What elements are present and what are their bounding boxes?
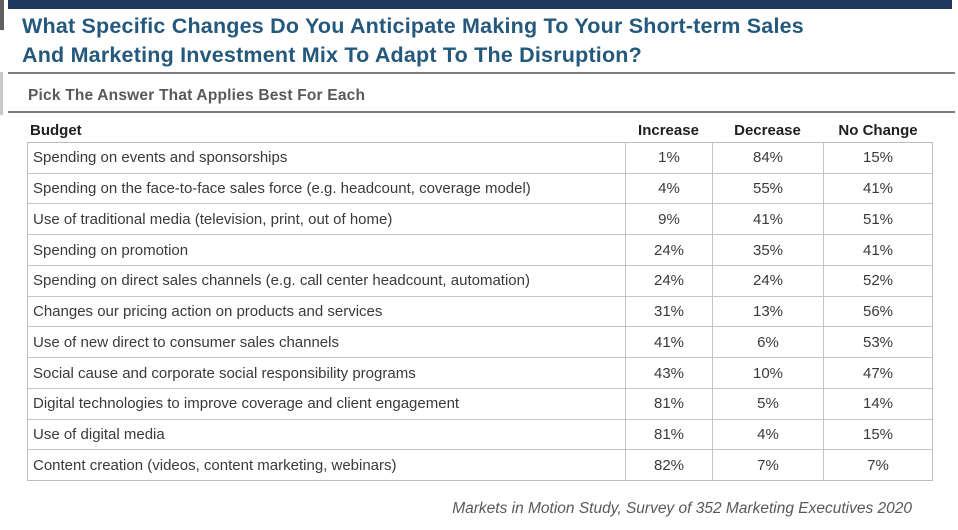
increase-cell: 4% — [625, 173, 712, 204]
no-change-cell: 7% — [823, 450, 932, 481]
column-header-no-change: No Change — [838, 121, 918, 139]
decrease-cell: 24% — [712, 265, 823, 296]
left-edge-artifact-dark — [0, 0, 4, 30]
table-row: Use of new direct to consumer sales chan… — [28, 326, 932, 358]
table-row: Social cause and corporate social respon… — [28, 357, 932, 388]
table-row: Spending on the face-to-face sales force… — [28, 172, 932, 204]
no-change-cell: 14% — [823, 388, 932, 419]
no-change-cell: 41% — [823, 173, 932, 204]
increase-cell: 24% — [625, 235, 712, 265]
increase-cell: 43% — [625, 358, 712, 388]
decrease-cell: 5% — [712, 388, 823, 419]
column-header-increase: Increase — [638, 121, 699, 139]
increase-cell: 81% — [625, 388, 712, 419]
decrease-cell: 7% — [712, 450, 823, 481]
subtitle-divider — [8, 111, 955, 113]
source-citation: Markets in Motion Study, Survey of 352 M… — [452, 500, 912, 517]
table-row: Digital technologies to improve coverage… — [28, 387, 932, 419]
table-row: Spending on promotion 24% 35% 41% — [28, 234, 932, 265]
increase-cell: 41% — [625, 327, 712, 358]
increase-cell: 1% — [625, 143, 712, 173]
budget-cell: Spending on direct sales channels (e.g. … — [33, 272, 530, 290]
decrease-cell: 35% — [712, 235, 823, 265]
table-body: Spending on events and sponsorships 1% 84%… — [27, 142, 933, 481]
budget-cell: Digital technologies to improve coverage… — [33, 395, 460, 413]
decrease-cell: 10% — [712, 358, 823, 388]
table-row: Content creation (videos, content market… — [28, 449, 932, 481]
budget-cell: Spending on the face-to-face sales force… — [33, 180, 531, 198]
no-change-cell: 56% — [823, 296, 932, 327]
decrease-cell: 41% — [712, 204, 823, 235]
increase-cell: 82% — [625, 450, 712, 481]
increase-cell: 24% — [625, 265, 712, 296]
table-subtitle: Pick The Answer That Applies Best For Ea… — [28, 87, 366, 104]
table-row: Spending on events and sponsorships 1% 84%… — [28, 143, 932, 173]
budget-cell: Content creation (videos, content market… — [33, 456, 397, 474]
no-change-cell: 47% — [823, 358, 932, 388]
page-title-line-1: What Specific Changes Do You Anticipate … — [22, 14, 804, 38]
table-row: Use of traditional media (television, pr… — [28, 203, 932, 235]
left-edge-artifact-light — [0, 72, 3, 115]
table-row: Use of digital media 81% 4% 15% — [28, 418, 932, 450]
budget-cell: Spending on promotion — [33, 241, 189, 259]
budget-cell: Changes our pricing action on products a… — [33, 303, 383, 321]
page-title-line-2: And Marketing Investment Mix To Adapt To… — [22, 43, 642, 67]
table-row: Changes our pricing action on products a… — [28, 295, 932, 327]
increase-cell: 81% — [625, 419, 712, 450]
decrease-cell: 84% — [712, 143, 823, 173]
no-change-cell: 41% — [823, 235, 932, 265]
decrease-cell: 6% — [712, 327, 823, 358]
budget-cell: Use of digital media — [33, 425, 165, 443]
increase-cell: 9% — [625, 204, 712, 235]
page-title: What Specific Changes Do You Anticipate … — [22, 12, 942, 70]
title-divider — [8, 72, 955, 74]
decrease-cell: 13% — [712, 296, 823, 327]
budget-cell: Spending on events and sponsorships — [33, 149, 288, 167]
no-change-cell: 52% — [823, 265, 932, 296]
decrease-cell: 4% — [712, 419, 823, 450]
budget-cell: Use of traditional media (television, pr… — [33, 210, 393, 228]
budget-cell: Use of new direct to consumer sales chan… — [33, 333, 339, 351]
table-row: Spending on direct sales channels (e.g. … — [28, 264, 932, 296]
top-accent-bar — [8, 0, 952, 9]
column-header-budget: Budget — [30, 121, 82, 139]
increase-cell: 31% — [625, 296, 712, 327]
no-change-cell: 15% — [823, 143, 932, 173]
column-header-decrease: Decrease — [734, 121, 801, 139]
budget-cell: Social cause and corporate social respon… — [33, 364, 416, 382]
table-header-row: Budget Increase Decrease No Change — [27, 119, 933, 141]
no-change-cell: 53% — [823, 327, 932, 358]
no-change-cell: 15% — [823, 419, 932, 450]
decrease-cell: 55% — [712, 173, 823, 204]
no-change-cell: 51% — [823, 204, 932, 235]
